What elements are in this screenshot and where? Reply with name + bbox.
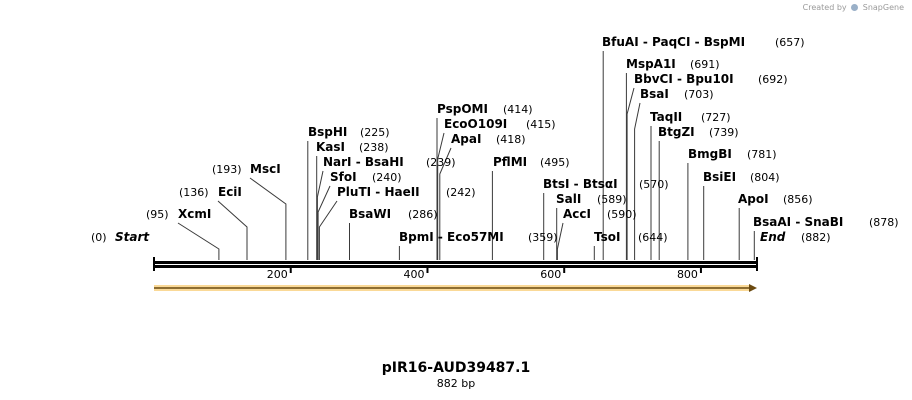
site-label[interactable]: PluTI - HaeII — [337, 185, 420, 199]
site-label[interactable]: PspOMI — [437, 102, 488, 116]
axis-tick — [563, 267, 566, 273]
site-label[interactable]: BsiEI — [703, 170, 736, 184]
map-length: 882 bp — [436, 377, 476, 390]
site-label[interactable]: BbvCI - Bpu10I — [634, 72, 734, 86]
backbone-top-strand — [154, 261, 757, 264]
site-position: (644) — [638, 231, 668, 244]
site-line — [556, 222, 564, 260]
site-label[interactable]: NarI - BsaHI — [323, 155, 404, 169]
site-position: (136) — [179, 186, 209, 199]
site-label[interactable]: SalI — [556, 192, 581, 206]
site-label[interactable]: SfoI — [330, 170, 357, 184]
site-line — [626, 87, 635, 260]
site-position: (781) — [747, 148, 777, 161]
site-position: (415) — [526, 118, 556, 131]
site-line — [317, 185, 331, 260]
feature-arrow-head-icon — [749, 284, 757, 292]
start-cap — [153, 257, 155, 271]
snapgene-logo-icon — [851, 4, 859, 11]
site-label[interactable]: BfuAI - PaqCI - BspMI — [602, 35, 745, 49]
site-label[interactable]: KasI — [316, 140, 345, 154]
site-position: (691) — [690, 58, 720, 71]
site-position: (495) — [540, 156, 570, 169]
site-label[interactable]: BsaI — [640, 87, 669, 101]
site-labels: XcmI (95) EciI (136) MscI (193) BspHI (225) KasI… — [91, 35, 899, 244]
site-line — [437, 132, 445, 260]
site-label[interactable]: BpmI - Eco57MI — [399, 230, 504, 244]
site-label[interactable]: ApaI — [451, 132, 481, 146]
site-label[interactable]: PflMI — [493, 155, 527, 169]
site-line — [177, 222, 220, 260]
site-lines — [177, 51, 755, 260]
site-position: (95) — [146, 208, 169, 221]
site-position: (856) — [783, 193, 813, 206]
credit-prefix: Created by — [802, 3, 847, 12]
site-line — [217, 200, 248, 260]
site-label[interactable]: BsaWI — [349, 207, 391, 221]
end-label: End — [760, 230, 786, 244]
axis-tick — [699, 267, 702, 273]
backbone-bottom-strand — [154, 265, 757, 268]
site-position: (878) — [869, 216, 899, 229]
site-line — [318, 200, 338, 260]
site-position: (692) — [758, 73, 788, 86]
site-label[interactable]: BmgBI — [688, 147, 732, 161]
axis-tick-label: 600 — [540, 268, 561, 281]
site-position: (739) — [709, 126, 739, 139]
axis-tick-label: 800 — [677, 268, 698, 281]
end-cap — [756, 257, 758, 271]
site-label[interactable]: BtsI - BtsαI — [543, 177, 618, 191]
site-position: (727) — [701, 111, 731, 124]
site-label[interactable]: ApoI — [738, 192, 769, 206]
site-position: (240) — [372, 171, 402, 184]
site-line — [634, 102, 641, 260]
axis-tick — [426, 267, 429, 273]
site-label[interactable]: AccI — [563, 207, 591, 221]
site-label[interactable]: EcoO109I — [444, 117, 507, 131]
axis-tick-label: 400 — [403, 268, 424, 281]
credit-brand: SnapGene — [862, 3, 904, 12]
site-position: (804) — [750, 171, 780, 184]
site-position: (590) — [607, 208, 637, 221]
site-label[interactable]: EciI — [218, 185, 242, 199]
site-position: (238) — [359, 141, 389, 154]
site-label[interactable]: BspHI — [308, 125, 347, 139]
start-label: Start — [115, 230, 150, 244]
site-position: (239) — [426, 156, 456, 169]
site-position: (589) — [597, 193, 627, 206]
axis-tick-label: 200 — [267, 268, 288, 281]
site-position: (418) — [496, 133, 526, 146]
snapgene-credit: Created by SnapGene — [803, 3, 904, 12]
site-position: (703) — [684, 88, 714, 101]
site-line — [316, 170, 324, 260]
axis-tick — [289, 267, 292, 273]
site-position: (359) — [528, 231, 558, 244]
site-position: (657) — [775, 36, 805, 49]
map-title: pIR16-AUD39487.1 — [381, 360, 531, 376]
site-line — [249, 177, 287, 260]
site-label[interactable]: TsoI — [594, 230, 620, 244]
site-label[interactable]: BtgZI — [658, 125, 695, 139]
site-position: (286) — [408, 208, 438, 221]
site-label[interactable]: BsaAI - SnaBI — [753, 215, 843, 229]
site-label[interactable]: TaqII — [650, 110, 682, 124]
site-position: (193) — [212, 163, 242, 176]
site-line — [439, 147, 452, 260]
site-label[interactable]: MspA1I — [626, 57, 676, 71]
end-position: (882) — [801, 231, 831, 244]
site-position: (414) — [503, 103, 533, 116]
site-position: (225) — [360, 126, 390, 139]
sequence-axis: 200 400 600 800 — [153, 257, 758, 292]
site-position: (242) — [446, 186, 476, 199]
site-position: (570) — [639, 178, 669, 191]
site-label[interactable]: XcmI — [178, 207, 211, 221]
start-position: (0) — [91, 231, 107, 244]
site-label[interactable]: MscI — [250, 162, 281, 176]
